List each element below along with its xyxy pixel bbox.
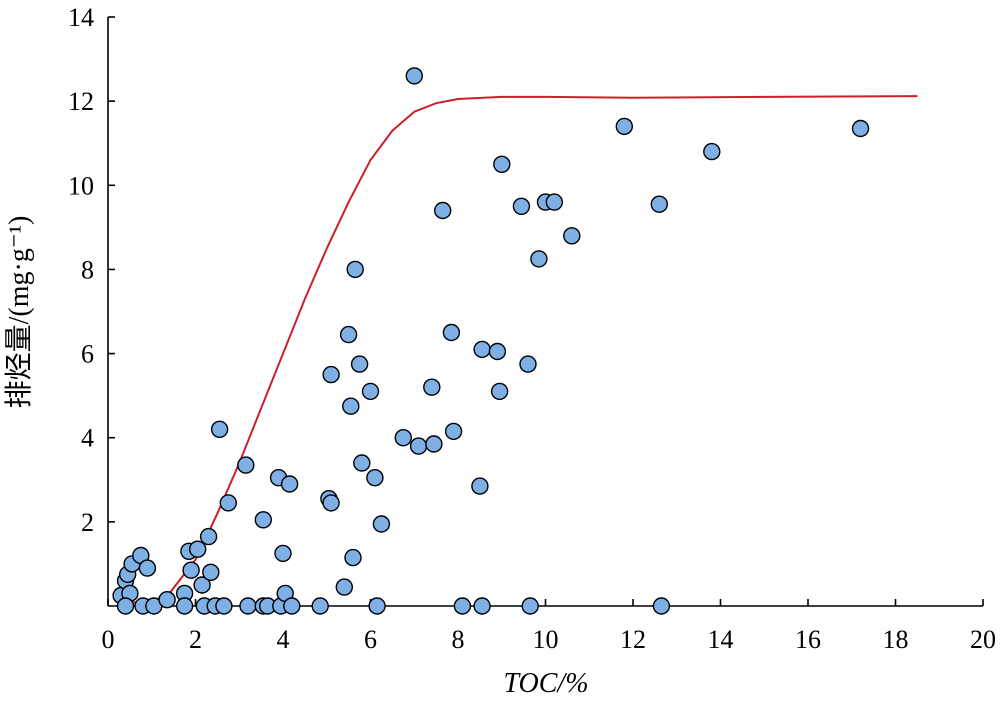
- x-tick-label: 0: [102, 625, 115, 654]
- scatter-point: [423, 378, 441, 396]
- scatter-point: [442, 323, 461, 342]
- scatter-point: [215, 597, 233, 615]
- scatter-point: [182, 561, 200, 579]
- scatter-point: [490, 382, 509, 401]
- scatter-point: [471, 477, 489, 495]
- scatter-point: [851, 119, 870, 138]
- scatter-point: [368, 597, 386, 615]
- scatter-point: [344, 548, 362, 567]
- scatter-point: [488, 342, 507, 361]
- scatter-point: [237, 456, 255, 474]
- scatter-point: [239, 597, 257, 615]
- y-axis-title: 排烃量/(mg·g⁻¹): [3, 216, 35, 409]
- scatter-point: [405, 67, 423, 85]
- y-tick-label: 14: [68, 3, 94, 32]
- scatter-point: [545, 193, 563, 211]
- y-tick-label: 12: [68, 87, 94, 116]
- scatter-point: [409, 437, 428, 455]
- scatter-point: [473, 340, 491, 359]
- scatter-point: [652, 597, 671, 615]
- x-tick-label: 18: [883, 625, 909, 654]
- y-tick-label: 10: [68, 171, 94, 200]
- scatter-point: [339, 325, 358, 344]
- scatter-point: [372, 515, 391, 533]
- x-ticks: 0 2 4 6 8 10 12 14 16 18 20: [102, 599, 996, 654]
- scatter-point: [519, 355, 537, 373]
- scatter-point: [394, 429, 412, 447]
- scatter-point: [158, 591, 176, 609]
- x-tick-label: 4: [277, 625, 290, 654]
- scatter-point: [138, 559, 157, 577]
- scatter-point: [322, 365, 340, 384]
- scatter-point: [453, 597, 472, 615]
- scatter-point: [353, 454, 371, 472]
- scatter-point: [283, 597, 301, 615]
- scatter-point: [703, 142, 721, 161]
- y-tick-label: 6: [81, 340, 94, 369]
- scatter-point: [493, 155, 511, 174]
- scatter-point: [342, 397, 360, 415]
- x-tick-label: 8: [452, 625, 465, 654]
- scatter-point: [322, 494, 340, 512]
- y-tick-label: 2: [81, 508, 94, 537]
- x-tick-label: 14: [708, 625, 734, 654]
- scatter-point: [188, 540, 207, 558]
- scatter-point: [346, 260, 364, 279]
- scatter-point: [563, 227, 581, 245]
- scatter-point: [254, 511, 272, 529]
- scatter-point: [335, 578, 353, 596]
- fit-curve-layer: [125, 95, 918, 604]
- scatter-points-layer: [112, 67, 870, 615]
- x-tick-label: 6: [364, 625, 377, 654]
- scatter-point: [530, 250, 548, 268]
- scatter-point: [366, 469, 384, 487]
- scatter-point: [650, 195, 668, 213]
- scatter-point: [219, 494, 238, 512]
- x-tick-label: 10: [533, 625, 559, 654]
- scatter-point: [361, 382, 380, 401]
- x-tick-label: 20: [970, 625, 996, 654]
- scatter-point: [521, 597, 539, 615]
- scatter-point: [615, 117, 633, 136]
- x-tick-label: 12: [620, 625, 646, 654]
- x-tick-label: 16: [795, 625, 821, 654]
- scatter-point: [202, 563, 220, 581]
- y-tick-label: 4: [81, 424, 94, 453]
- scatter-point: [350, 355, 369, 373]
- scatter-point: [512, 197, 531, 216]
- scatter-point: [274, 544, 292, 563]
- x-axis-title: TOC/%: [503, 668, 588, 699]
- scatter-point: [444, 422, 463, 441]
- scatter-point: [193, 576, 211, 594]
- scatter-point: [210, 420, 229, 438]
- scatter-point: [199, 527, 218, 546]
- scatter-point: [425, 435, 443, 453]
- scatter-point: [473, 597, 491, 615]
- fit-curve: [125, 95, 918, 604]
- y-ticks: 2 4 6 8 10 12 14: [68, 3, 115, 537]
- scatter-point: [311, 597, 329, 615]
- scatter-point: [116, 597, 135, 615]
- scatter-point: [280, 475, 299, 493]
- x-tick-label: 2: [189, 625, 202, 654]
- scatter-point: [434, 201, 452, 220]
- scatter-point: [175, 597, 194, 615]
- y-tick-label: 8: [81, 255, 94, 284]
